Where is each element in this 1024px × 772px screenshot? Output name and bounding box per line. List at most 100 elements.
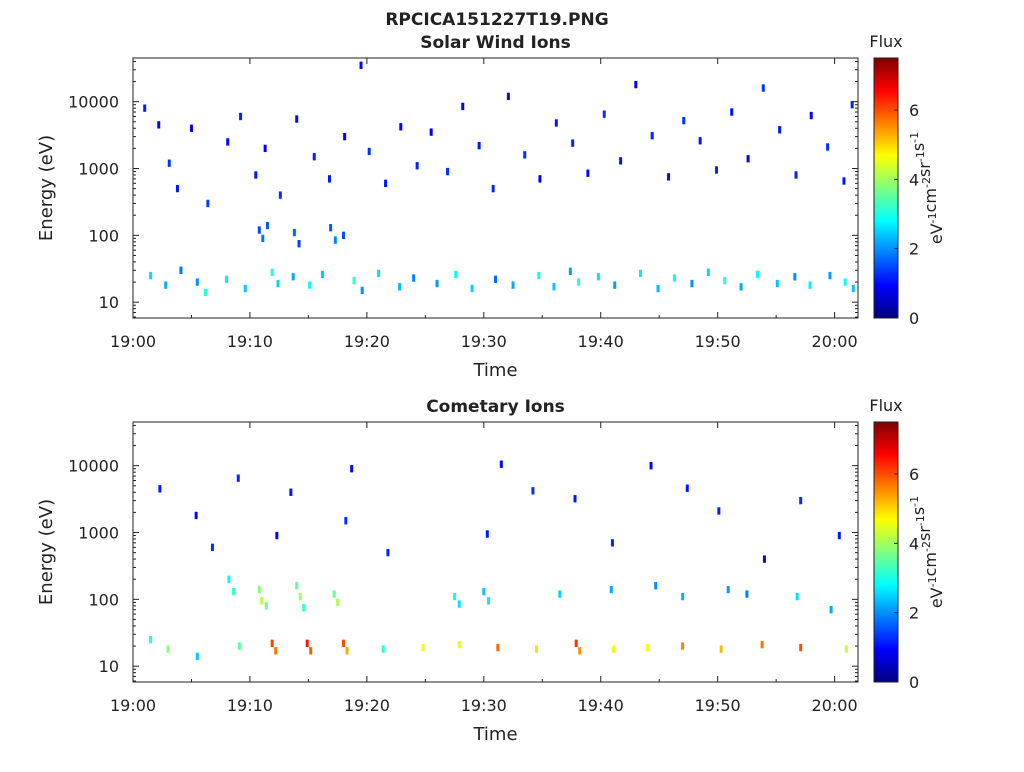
colorbar-units-part: -1 xyxy=(926,576,939,587)
x-tick-label: 19:30 xyxy=(461,696,507,715)
heatmap-cell xyxy=(264,602,268,610)
heatmap-cell xyxy=(453,592,457,601)
heatmap-cell xyxy=(275,531,279,540)
heatmap-cell xyxy=(399,123,403,131)
heatmap-cell xyxy=(534,645,538,653)
heatmap-cell xyxy=(538,175,542,183)
colorbar xyxy=(873,421,899,683)
heatmap-cell xyxy=(649,461,653,470)
x-tick-label: 19:00 xyxy=(110,332,156,351)
heatmap-cell xyxy=(265,221,269,230)
heatmap-cell xyxy=(308,281,312,289)
heatmap-cell xyxy=(189,124,193,132)
y-tick-label: 1000 xyxy=(78,524,119,543)
colorbar-units-part: -1 xyxy=(908,132,921,143)
colorbar-units-part: eV xyxy=(927,587,946,608)
heatmap-cell xyxy=(398,283,402,291)
heatmap-cell xyxy=(586,169,590,177)
heatmap-cell xyxy=(634,80,638,89)
colorbar-units-part: s xyxy=(909,143,928,151)
heatmap-cell xyxy=(761,84,765,92)
colorbar-units-part: eV xyxy=(927,223,946,244)
heatmap-cell xyxy=(552,283,556,291)
colorbar-units-part: -1 xyxy=(926,212,939,223)
heatmap-cell xyxy=(457,600,461,608)
heatmap-cell xyxy=(681,592,685,601)
heatmap-cell xyxy=(554,119,558,127)
heatmap-cell xyxy=(775,279,779,288)
heatmap-cell xyxy=(672,274,676,282)
heatmap-cell xyxy=(457,640,461,649)
heatmap-cell xyxy=(486,597,490,605)
heatmap-cell xyxy=(654,582,658,590)
colorbar-tick-label: 2 xyxy=(909,604,919,623)
heatmap-cell xyxy=(261,234,265,243)
heatmap-cell xyxy=(573,495,577,503)
heatmap-cell xyxy=(537,271,541,280)
heatmap-cell xyxy=(531,487,535,495)
colorbar-units-part: -1 xyxy=(908,496,921,507)
heatmap-cell xyxy=(477,141,481,150)
y-tick-label: 10000 xyxy=(68,457,119,476)
heatmap-cell xyxy=(195,652,199,661)
heatmap-cell xyxy=(329,224,333,232)
y-tick-label: 1000 xyxy=(78,160,119,179)
panel-2: Cometary Ions 19:00 19:10 19:20 19:30 19:40 19… xyxy=(36,396,946,745)
heatmap-cell xyxy=(682,116,686,125)
heatmap-cell xyxy=(270,268,274,276)
heatmap-cell xyxy=(341,639,345,647)
heatmap-cell xyxy=(226,138,230,146)
heatmap-cell xyxy=(778,126,782,134)
heatmap-cell xyxy=(726,585,730,594)
heatmap-cell xyxy=(143,104,147,112)
heatmap-cell xyxy=(291,273,295,281)
heatmap-cell xyxy=(149,271,153,280)
heatmap-cell xyxy=(762,555,766,563)
heatmap-cell xyxy=(167,159,171,167)
x-tick-label: 20:00 xyxy=(812,696,858,715)
heatmap-cell xyxy=(558,590,562,598)
heatmap-cell xyxy=(613,281,617,289)
heatmap-cell xyxy=(386,548,390,557)
heatmap-cell xyxy=(596,273,600,281)
colorbar-tick-label: 4 xyxy=(909,534,919,553)
heatmap-cell xyxy=(320,270,324,279)
heatmap-cell xyxy=(302,604,306,612)
heatmap-cell xyxy=(341,231,345,240)
heatmap-cell xyxy=(717,507,721,515)
heatmap-cell xyxy=(494,275,497,283)
heatmap-cell xyxy=(254,171,258,179)
heatmap-cell xyxy=(384,179,388,188)
heatmap-cell xyxy=(808,281,812,289)
heatmap-cell xyxy=(289,488,293,496)
x-tick-label: 19:50 xyxy=(695,332,741,351)
figure-title: RPCICA151227T19.PNG xyxy=(385,10,608,30)
heatmap-cell xyxy=(257,585,261,594)
y-axis-label: Energy (eV) xyxy=(36,135,57,241)
plot-frame xyxy=(132,57,859,319)
heatmap-cell xyxy=(482,588,486,596)
panel-title: Cometary Ions xyxy=(426,397,565,417)
colorbar-units-part: cm xyxy=(921,188,940,212)
heatmap-cell xyxy=(350,465,354,473)
heatmap-cell xyxy=(723,276,727,285)
heatmap-cell xyxy=(523,151,527,159)
heatmap-cell xyxy=(204,288,207,297)
heatmap-cell xyxy=(166,645,170,653)
heatmap-cell xyxy=(715,166,719,174)
heatmap-cell xyxy=(194,511,198,520)
heatmap-cell xyxy=(843,278,847,286)
colorbar-units-part: -1 xyxy=(914,151,927,162)
heatmap-cell xyxy=(412,274,416,282)
heatmap-cell xyxy=(828,271,832,280)
x-axis-label: Time xyxy=(472,724,517,745)
heatmap-cell xyxy=(295,115,299,123)
heatmap-cell xyxy=(485,530,489,538)
x-tick-label: 19:50 xyxy=(695,696,741,715)
x-tick-label: 19:30 xyxy=(461,332,507,351)
x-tick-label: 19:40 xyxy=(578,696,624,715)
heatmap-cell xyxy=(435,279,439,288)
heatmap-cell xyxy=(850,101,854,109)
plot-frame xyxy=(132,421,859,683)
